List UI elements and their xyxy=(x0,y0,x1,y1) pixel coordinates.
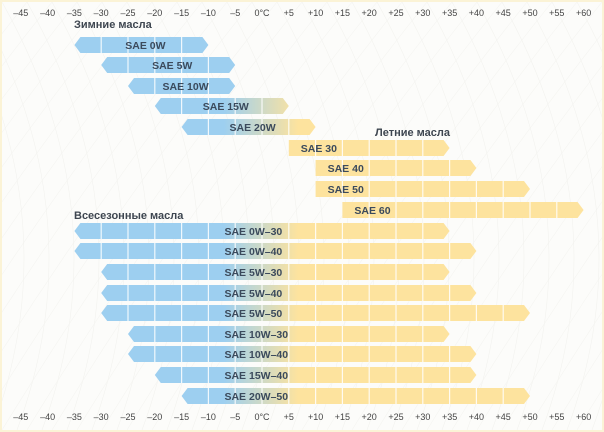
bars: Зимние масла SAE 0W SAE 5W SAE 10W SAE 15W SA… xyxy=(74,19,584,404)
range-bar xyxy=(342,202,584,218)
x-tick-label: +30 xyxy=(415,412,430,422)
bar-label: SAE 15W–40 xyxy=(224,370,288,382)
x-tick-label: –20 xyxy=(147,8,162,18)
x-tick-label: –20 xyxy=(147,412,162,422)
bar-label: SAE 0W–30 xyxy=(224,226,282,238)
x-tick-label: +40 xyxy=(469,8,484,18)
range-bar xyxy=(101,264,450,280)
range-bar xyxy=(181,388,530,404)
group-label: Летние масла xyxy=(375,127,451,139)
x-tick-label: +50 xyxy=(522,412,537,422)
range-bar xyxy=(128,346,477,362)
bar-label: SAE 50 xyxy=(328,184,364,196)
x-tick-label: +40 xyxy=(469,412,484,422)
bar-label: SAE 10W xyxy=(163,81,209,93)
bar-label: SAE 20W xyxy=(230,122,276,134)
bar-label: SAE 60 xyxy=(354,205,390,217)
range-bar xyxy=(101,57,236,73)
bar-label: SAE 5W–30 xyxy=(224,267,282,279)
x-tick-label: +25 xyxy=(388,8,403,18)
bar-label: SAE 15W xyxy=(203,101,249,113)
range-bar xyxy=(74,243,477,259)
x-tick-label: –5 xyxy=(230,8,240,18)
x-tick-label: +25 xyxy=(388,412,403,422)
x-tick-label: +20 xyxy=(362,8,377,18)
x-tick-label: +30 xyxy=(415,8,430,18)
x-tick-label: –40 xyxy=(40,412,55,422)
x-tick-label: –15 xyxy=(174,412,189,422)
bar-label: SAE 20W–50 xyxy=(224,391,288,403)
x-tick-label: +10 xyxy=(308,8,323,18)
x-tick-label: +5 xyxy=(284,8,294,18)
x-tick-label: +45 xyxy=(496,8,511,18)
x-tick-label: –5 xyxy=(230,412,240,422)
group-label: Зимние масла xyxy=(74,19,153,31)
x-tick-label: 0°C xyxy=(254,412,270,422)
bar-label: SAE 5W–40 xyxy=(224,288,282,300)
x-tick-label: +60 xyxy=(576,412,591,422)
range-bar xyxy=(154,98,289,114)
x-tick-label: +20 xyxy=(362,412,377,422)
x-tick-label: –15 xyxy=(174,8,189,18)
x-tick-label: +55 xyxy=(549,412,564,422)
bar-label: SAE 5W xyxy=(152,60,192,72)
group-label: Всесезонные масла xyxy=(74,210,184,222)
x-tick-label: 0°C xyxy=(254,8,270,18)
x-tick-label: –35 xyxy=(67,412,82,422)
x-tick-label: +10 xyxy=(308,412,323,422)
x-axis-bottom: –45 –40 –35 –30 –25 –20 –15 –10 –5 0°C +5 +10 +15 +20… xyxy=(13,412,591,422)
x-tick-label: –40 xyxy=(40,8,55,18)
bar-label: SAE 0W–40 xyxy=(224,246,282,258)
x-tick-label: –25 xyxy=(120,412,135,422)
x-tick-label: –30 xyxy=(94,8,109,18)
x-tick-label: –35 xyxy=(67,8,82,18)
bar-label: SAE 0W xyxy=(125,40,165,52)
x-tick-label: –10 xyxy=(201,8,216,18)
x-tick-label: –30 xyxy=(94,412,109,422)
bar-label: SAE 30 xyxy=(301,143,337,155)
range-bar xyxy=(74,37,209,53)
x-tick-label: +5 xyxy=(284,412,294,422)
x-tick-label: –10 xyxy=(201,412,216,422)
x-axis-top: –45 –40 –35 –30 –25 –20 –15 –10 –5 0°C +5 +10 +15 +20… xyxy=(13,8,591,18)
x-tick-label: +35 xyxy=(442,8,457,18)
bar-label: SAE 10W–40 xyxy=(224,349,288,361)
range-bar xyxy=(181,119,316,135)
x-tick-label: +15 xyxy=(335,412,350,422)
x-tick-label: +15 xyxy=(335,8,350,18)
bar-label: SAE 10W–30 xyxy=(224,329,288,341)
x-tick-label: +45 xyxy=(496,412,511,422)
bar-label: SAE 40 xyxy=(328,163,364,175)
x-tick-label: +50 xyxy=(522,8,537,18)
bar-label: SAE 5W–50 xyxy=(224,308,282,320)
x-tick-label: –45 xyxy=(13,412,28,422)
x-tick-label: +55 xyxy=(549,8,564,18)
x-tick-label: +60 xyxy=(576,8,591,18)
x-tick-label: –25 xyxy=(120,8,135,18)
x-tick-label: +35 xyxy=(442,412,457,422)
x-tick-label: –45 xyxy=(13,8,28,18)
